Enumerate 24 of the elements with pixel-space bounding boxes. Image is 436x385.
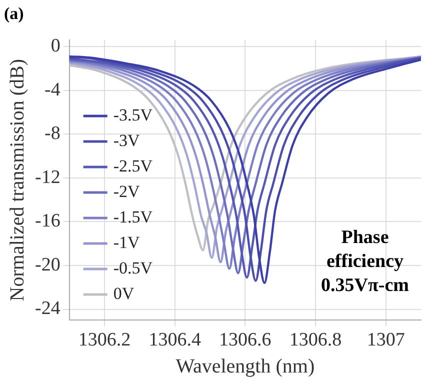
text: (a) [4,4,24,23]
y-axis-title: Normalized transmission (dB) [6,59,28,302]
legend-label: -1.5V [113,207,154,226]
y-tick-label: -16 [35,210,60,232]
legend-label: -2V [113,182,140,201]
y-tick-label: -20 [35,254,60,276]
legend-label: -0.5V [113,258,154,278]
annotation: Phase efficiency 0.35Vπ-cm [321,227,410,296]
y-tick-label: -12 [35,166,60,188]
legend-label: -2.5V [113,156,154,176]
legend-label: -3V [113,130,140,150]
x-axis-title: Wavelength (nm) [176,355,315,378]
legend-label: -3.5V [113,105,154,124]
y-tick-label: -4 [44,79,61,100]
x-tick-label: 1306.4 [148,330,202,351]
x-tick-label: 1306.2 [78,330,131,351]
y-tick-label: -8 [44,123,60,144]
x-tick-label: 1307 [366,330,405,351]
legend-label: 0V [113,284,135,303]
legend-label: -1V [113,232,140,252]
y-tick-label: 0 [50,36,60,57]
x-tick-label: 1306.8 [289,330,342,351]
x-tick-label: 1306.6 [219,330,272,351]
y-tick-label: -24 [35,298,61,320]
